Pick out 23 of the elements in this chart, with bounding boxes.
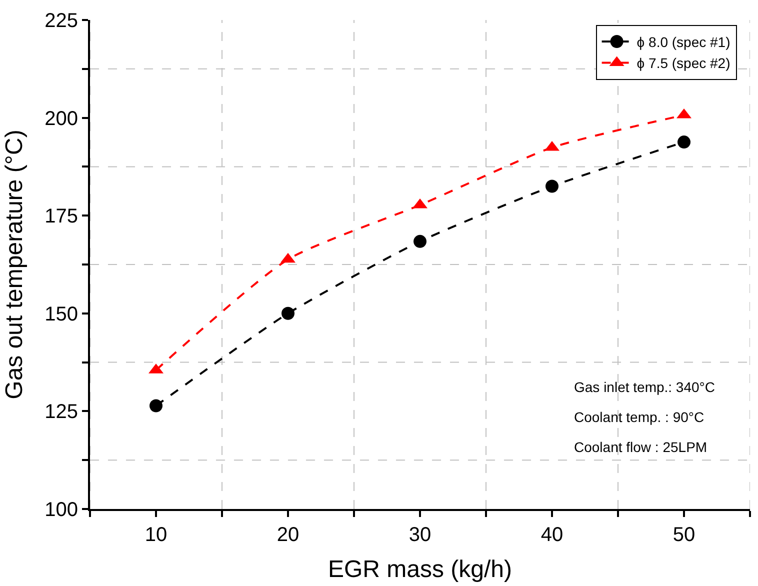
y-tick-label: 100 — [44, 499, 78, 521]
point — [282, 306, 294, 320]
point — [150, 399, 162, 412]
y-tick-label: 200 — [44, 108, 78, 130]
annotation: Coolant flow : 25LPM — [574, 439, 708, 455]
annotation: Gas inlet temp.: 340°C — [574, 379, 715, 395]
point — [546, 180, 558, 193]
x-axis-title: EGR mass (kg/h) — [328, 556, 512, 583]
x-tick-label: 30 — [408, 524, 432, 546]
x-tick-label: 20 — [276, 524, 300, 546]
y-tick-label: 175 — [44, 206, 78, 228]
y-tick-label: 150 — [44, 303, 78, 326]
point — [414, 234, 426, 248]
x-tick-label: 50 — [672, 524, 696, 546]
y-tick-label: 225 — [44, 10, 78, 32]
annotation: Coolant temp. : 90°C — [574, 409, 704, 425]
y-axis-title: Gas out temperature (°C) — [1, 130, 28, 400]
x-tick-label: 10 — [144, 524, 168, 546]
x-tick-label: 40 — [540, 524, 564, 546]
legend-label: ϕ 7.5 (spec #2) — [636, 55, 730, 72]
legend-label: ϕ 8.0 (spec #1) — [636, 34, 730, 50]
y-tick-label: 125 — [44, 401, 78, 424]
point — [678, 136, 690, 149]
